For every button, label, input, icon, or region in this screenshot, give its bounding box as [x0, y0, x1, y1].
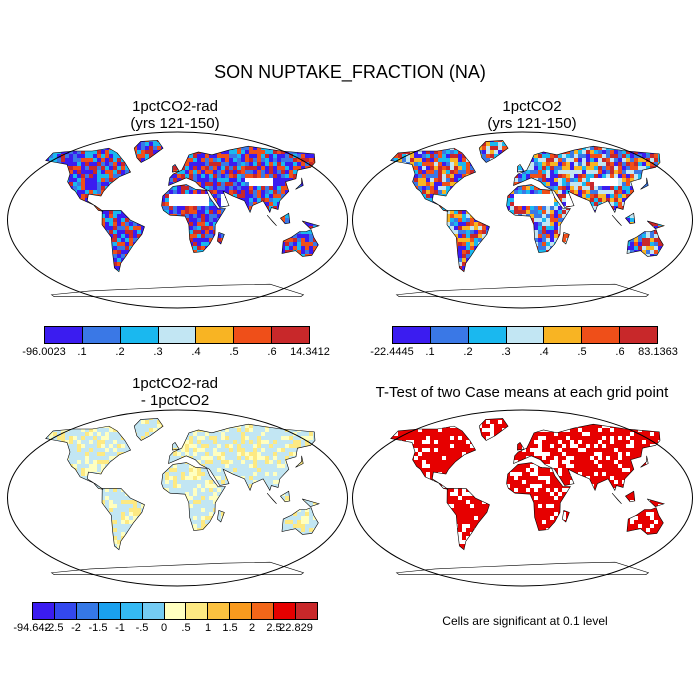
colorbar-tick-label: .3 — [501, 346, 511, 358]
colorbar-tick-label: .4 — [191, 346, 201, 358]
colorbar-3-labels: -94.642 -2.5 -2 -1.5 -1 -.5 0 .5 1 1.5 2 2.5 22.829 — [13, 622, 318, 636]
colorbar-tick-label: .2 — [115, 346, 125, 358]
colorbar-tick-label: .6 — [615, 346, 625, 358]
colorbar-tick-label: -94.642 — [13, 622, 51, 634]
colorbar-tick-label: -2 — [71, 622, 81, 634]
panel-2-title-line1: 1pctCO2 — [502, 98, 562, 115]
colorbar-swatch — [620, 327, 658, 343]
figure-title: SON NUPTAKE_FRACTION (NA) — [214, 62, 486, 82]
panel-2-title-line2: (yrs 121-150) — [487, 115, 577, 132]
map-panel-1 — [7, 131, 348, 309]
colorbar-tick-label: 2 — [248, 622, 256, 634]
colorbar-swatch — [158, 327, 197, 343]
panel-3-title-line2: - 1pctCO2 — [140, 392, 210, 409]
colorbar-tick-label: 83.1363 — [638, 346, 678, 358]
colorbar-tick-label: 2.5 — [266, 622, 282, 634]
colorbar-swatch — [230, 603, 253, 619]
colorbar-tick-label: .5 — [181, 622, 191, 634]
colorbar-tick-label: 22.829 — [279, 622, 313, 634]
colorbar-tick-label: .6 — [267, 346, 277, 358]
colorbar-tick-label: .2 — [463, 346, 473, 358]
map-panel-2 — [352, 131, 693, 309]
colorbar-swatch — [45, 327, 83, 343]
map-panel-4 — [352, 409, 693, 587]
colorbar-swatch — [120, 603, 143, 619]
colorbar-tick-label: -1 — [115, 622, 125, 634]
colorbar-swatch — [544, 327, 583, 343]
colorbar-swatch — [164, 603, 187, 619]
colorbar-tick-label: 1 — [204, 622, 212, 634]
colorbar-swatch — [98, 603, 121, 619]
colorbar-tick-label: -.5 — [135, 622, 149, 634]
colorbar-3 — [32, 602, 318, 620]
colorbar-tick-label: .5 — [577, 346, 587, 358]
colorbar-swatch — [252, 603, 275, 619]
significance-note: Cells are significant at 0.1 level — [442, 614, 608, 628]
colorbar-1 — [44, 326, 310, 344]
colorbar-swatch — [430, 327, 469, 343]
colorbar-swatch — [582, 327, 621, 343]
colorbar-2 — [392, 326, 658, 344]
colorbar-tick-label: -2.5 — [44, 622, 64, 634]
colorbar-swatch — [274, 603, 297, 619]
colorbar-tick-label: .5 — [229, 346, 239, 358]
colorbar-swatch — [82, 327, 121, 343]
colorbar-swatch — [142, 603, 165, 619]
colorbar-tick-label: -22.4445 — [370, 346, 414, 358]
colorbar-swatch — [506, 327, 545, 343]
panel-1-title-line2: (yrs 121-150) — [130, 115, 220, 132]
colorbar-tick-label: .3 — [153, 346, 163, 358]
panel-2-title: 1pctCO2 (yrs 121-150) — [372, 98, 692, 132]
colorbar-swatch — [54, 603, 77, 619]
panel-4-title: T-Test of two Case means at each grid po… — [352, 384, 692, 401]
colorbar-swatch — [272, 327, 310, 343]
panel-3-title: 1pctCO2-rad - 1pctCO2 — [15, 375, 335, 409]
colorbar-swatch — [296, 603, 317, 619]
colorbar-2-labels: -22.4445 .1 .2 .3 .4 .5 .6 83.1363 — [370, 346, 678, 360]
colorbar-swatch — [120, 327, 159, 343]
panel-3-title-line1: 1pctCO2-rad — [132, 375, 218, 392]
colorbar-swatch — [393, 327, 431, 343]
panel-1-title: 1pctCO2-rad (yrs 121-150) — [15, 98, 335, 132]
colorbar-swatch — [76, 603, 99, 619]
colorbar-swatch — [208, 603, 231, 619]
colorbar-tick-label: 0 — [160, 622, 168, 634]
colorbar-tick-label: .1 — [77, 346, 87, 358]
colorbar-swatch — [33, 603, 55, 619]
colorbar-swatch — [234, 327, 273, 343]
colorbar-swatch — [196, 327, 235, 343]
colorbar-1-labels: -96.0023 .1 .2 .3 .4 .5 .6 14.3412 — [22, 346, 330, 360]
colorbar-tick-label: -96.0023 — [22, 346, 66, 358]
map-panel-3 — [7, 409, 348, 587]
colorbar-swatch — [468, 327, 507, 343]
colorbar-swatch — [186, 603, 209, 619]
colorbar-tick-label: .1 — [425, 346, 435, 358]
colorbar-tick-label: .4 — [539, 346, 549, 358]
panel-4-title-line1: T-Test of two Case means at each grid po… — [375, 384, 669, 401]
panel-1-title-line1: 1pctCO2-rad — [132, 98, 218, 115]
colorbar-tick-label: 14.3412 — [290, 346, 330, 358]
colorbar-tick-label: -1.5 — [88, 622, 108, 634]
colorbar-tick-label: 1.5 — [222, 622, 238, 634]
